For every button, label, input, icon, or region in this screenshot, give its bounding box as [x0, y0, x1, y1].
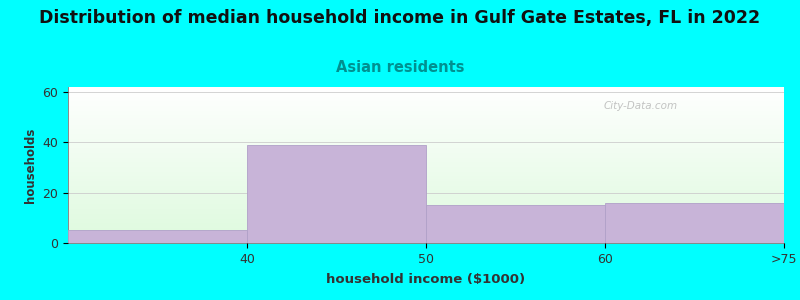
- Bar: [68, 230, 247, 243]
- Bar: [605, 203, 784, 243]
- Bar: [426, 205, 605, 243]
- Text: City-Data.com: City-Data.com: [604, 101, 678, 111]
- Y-axis label: households: households: [24, 127, 37, 203]
- X-axis label: household income ($1000): household income ($1000): [326, 273, 526, 286]
- Text: Distribution of median household income in Gulf Gate Estates, FL in 2022: Distribution of median household income …: [39, 9, 761, 27]
- Text: Asian residents: Asian residents: [336, 60, 464, 75]
- Bar: [247, 145, 426, 243]
